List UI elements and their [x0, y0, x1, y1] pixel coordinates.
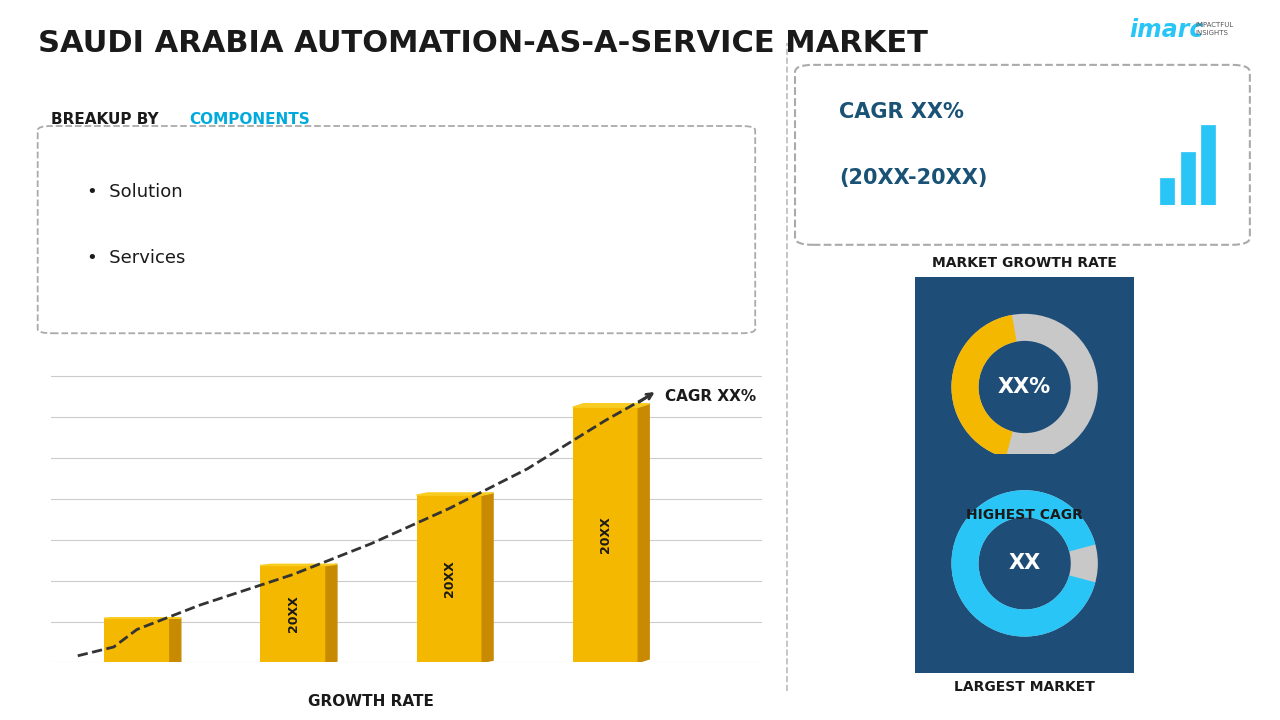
Bar: [416, 495, 483, 662]
FancyBboxPatch shape: [795, 65, 1249, 245]
Text: IMPACTFUL
INSIGHTS: IMPACTFUL INSIGHTS: [1196, 22, 1234, 36]
Text: (20XX-20XX): (20XX-20XX): [840, 168, 988, 188]
Text: COMPONENTS: COMPONENTS: [189, 112, 310, 127]
Text: LARGEST MARKET: LARGEST MARKET: [954, 680, 1094, 694]
FancyBboxPatch shape: [908, 270, 1142, 504]
Polygon shape: [572, 404, 649, 408]
Text: •  Services: • Services: [87, 249, 186, 267]
Text: •  Solution: • Solution: [87, 184, 183, 202]
Bar: [572, 408, 639, 662]
Text: 20XX: 20XX: [599, 516, 612, 553]
Text: SAUDI ARABIA AUTOMATION-AS-A-SERVICE MARKET: SAUDI ARABIA AUTOMATION-AS-A-SERVICE MAR…: [38, 29, 928, 58]
Wedge shape: [951, 315, 1016, 458]
FancyBboxPatch shape: [37, 126, 755, 333]
Text: imarc: imarc: [1129, 18, 1203, 42]
FancyBboxPatch shape: [908, 446, 1142, 680]
Polygon shape: [483, 493, 493, 662]
Wedge shape: [951, 490, 1098, 636]
Text: 20XX: 20XX: [287, 595, 300, 632]
Bar: [104, 618, 170, 662]
Polygon shape: [326, 564, 337, 662]
Text: BREAKUP BY: BREAKUP BY: [51, 112, 164, 127]
Wedge shape: [951, 314, 1098, 460]
Polygon shape: [416, 493, 493, 495]
Bar: [260, 566, 326, 662]
Polygon shape: [170, 618, 180, 662]
Wedge shape: [951, 490, 1096, 636]
Text: XX%: XX%: [998, 377, 1051, 397]
Text: CAGR XX%: CAGR XX%: [840, 102, 964, 122]
Text: XX: XX: [1009, 554, 1041, 573]
Text: CAGR XX%: CAGR XX%: [664, 389, 756, 404]
Polygon shape: [639, 404, 649, 662]
Text: GROWTH RATE: GROWTH RATE: [308, 694, 434, 709]
Bar: [1201, 125, 1215, 205]
Bar: [1180, 152, 1194, 205]
Text: 20XX: 20XX: [443, 560, 456, 597]
Text: MARKET GROWTH RATE: MARKET GROWTH RATE: [932, 256, 1116, 269]
Bar: [1161, 179, 1175, 205]
Text: HIGHEST CAGR: HIGHEST CAGR: [965, 508, 1083, 521]
Polygon shape: [260, 564, 337, 566]
